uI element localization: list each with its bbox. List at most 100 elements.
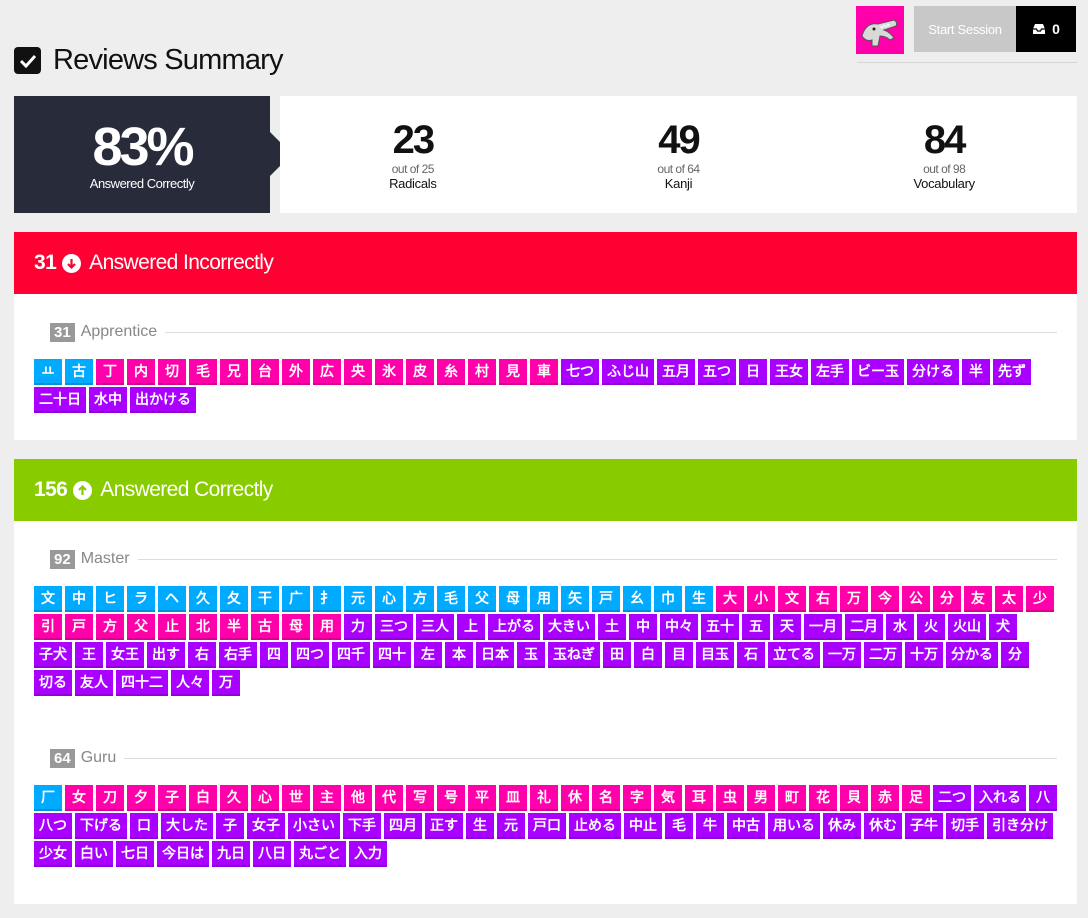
vocabulary-item[interactable]: 上がる — [488, 614, 540, 640]
radical-item[interactable]: 元 — [344, 586, 372, 612]
kanji-item[interactable]: 刀 — [96, 785, 124, 811]
radical-item[interactable]: 父 — [468, 586, 496, 612]
kanji-item[interactable]: 他 — [344, 785, 372, 811]
vocabulary-item[interactable]: 犬 — [989, 614, 1017, 640]
vocabulary-item[interactable]: 万 — [212, 670, 240, 696]
vocabulary-item[interactable]: 土 — [598, 614, 626, 640]
vocabulary-item[interactable]: 先ず — [993, 359, 1031, 385]
start-session-button[interactable]: Start Session — [914, 6, 1016, 52]
kanji-item[interactable]: 外 — [282, 359, 310, 385]
kanji-item[interactable]: 毛 — [189, 359, 217, 385]
vocabulary-item[interactable]: 大きい — [543, 614, 595, 640]
kanji-item[interactable]: 貝 — [840, 785, 868, 811]
vocabulary-item[interactable]: 一月 — [804, 614, 842, 640]
vocabulary-item[interactable]: 白い — [75, 841, 113, 867]
vocabulary-item[interactable]: ビー玉 — [852, 359, 904, 385]
kanji-item[interactable]: 久 — [220, 785, 248, 811]
vocabulary-item[interactable]: 子犬 — [34, 642, 72, 668]
vocabulary-item[interactable]: 中古 — [727, 813, 765, 839]
kanji-item[interactable]: 戸 — [65, 614, 93, 640]
kanji-item[interactable]: 少 — [1026, 586, 1054, 612]
vocabulary-item[interactable]: 天 — [773, 614, 801, 640]
radical-item[interactable]: ラ — [127, 586, 155, 612]
vocabulary-item[interactable]: 玉ねぎ — [548, 642, 600, 668]
vocabulary-item[interactable]: 女王 — [106, 642, 144, 668]
kanji-item[interactable]: 平 — [468, 785, 496, 811]
vocabulary-item[interactable]: 分 — [1001, 642, 1029, 668]
vocabulary-item[interactable]: 八 — [1029, 785, 1057, 811]
radical-item[interactable]: 中 — [65, 586, 93, 612]
vocabulary-item[interactable]: 口 — [130, 813, 158, 839]
vocabulary-item[interactable]: 日 — [739, 359, 767, 385]
vocabulary-item[interactable]: 小さい — [288, 813, 340, 839]
vocabulary-item[interactable]: 二月 — [845, 614, 883, 640]
kanji-item[interactable]: 用 — [313, 614, 341, 640]
vocabulary-item[interactable]: 十万 — [905, 642, 943, 668]
kanji-item[interactable]: 小 — [747, 586, 775, 612]
vocabulary-item[interactable]: 四 — [260, 642, 288, 668]
kanji-item[interactable]: 虫 — [716, 785, 744, 811]
vocabulary-item[interactable]: 出かける — [130, 387, 196, 413]
radical-item[interactable]: 幺 — [623, 586, 651, 612]
kanji-item[interactable]: 大 — [716, 586, 744, 612]
kanji-item[interactable]: 内 — [127, 359, 155, 385]
vocabulary-item[interactable]: 下手 — [343, 813, 381, 839]
vocabulary-item[interactable]: 下げる — [75, 813, 127, 839]
kanji-item[interactable]: 夕 — [127, 785, 155, 811]
kanji-item[interactable]: 文 — [778, 586, 806, 612]
vocabulary-item[interactable]: 子 — [216, 813, 244, 839]
vocabulary-item[interactable]: 四十 — [373, 642, 411, 668]
vocabulary-item[interactable]: 本 — [445, 642, 473, 668]
kanji-item[interactable]: 赤 — [871, 785, 899, 811]
vocabulary-item[interactable]: 二万 — [864, 642, 902, 668]
kanji-item[interactable]: 世 — [282, 785, 310, 811]
vocabulary-item[interactable]: 元 — [497, 813, 525, 839]
kanji-item[interactable]: 男 — [747, 785, 775, 811]
vocabulary-item[interactable]: 中止 — [624, 813, 662, 839]
vocabulary-item[interactable]: 中々 — [660, 614, 698, 640]
radical-item[interactable]: ㅛ — [34, 359, 62, 385]
vocabulary-item[interactable]: 王 — [75, 642, 103, 668]
vocabulary-item[interactable]: 八日 — [253, 841, 291, 867]
kanji-item[interactable]: 切 — [158, 359, 186, 385]
radical-item[interactable]: 干 — [251, 586, 279, 612]
radical-item[interactable]: ヒ — [96, 586, 124, 612]
vocabulary-item[interactable]: 大した — [161, 813, 213, 839]
radical-item[interactable]: 矢 — [561, 586, 589, 612]
vocabulary-item[interactable]: 立てる — [768, 642, 820, 668]
vocabulary-item[interactable]: 右 — [188, 642, 216, 668]
vocabulary-item[interactable]: 五十 — [701, 614, 739, 640]
radical-item[interactable]: 夂 — [220, 586, 248, 612]
vocabulary-item[interactable]: 水 — [886, 614, 914, 640]
vocabulary-item[interactable]: 四つ — [291, 642, 329, 668]
vocabulary-item[interactable]: 中 — [629, 614, 657, 640]
vocabulary-item[interactable]: 分かる — [946, 642, 998, 668]
kanji-item[interactable]: 村 — [468, 359, 496, 385]
kanji-item[interactable]: 号 — [437, 785, 465, 811]
kanji-item[interactable]: 休 — [561, 785, 589, 811]
radical-item[interactable]: 厂 — [34, 785, 62, 811]
kanji-item[interactable]: 父 — [127, 614, 155, 640]
vocabulary-item[interactable]: 目 — [665, 642, 693, 668]
kanji-item[interactable]: 名 — [592, 785, 620, 811]
radical-item[interactable]: 久 — [189, 586, 217, 612]
radical-item[interactable]: 扌 — [313, 586, 341, 612]
vocabulary-item[interactable]: 四月 — [384, 813, 422, 839]
kanji-item[interactable]: 古 — [251, 614, 279, 640]
vocabulary-item[interactable]: 友人 — [75, 670, 113, 696]
kanji-item[interactable]: 丁 — [96, 359, 124, 385]
kanji-item[interactable]: 足 — [902, 785, 930, 811]
vocabulary-item[interactable]: 今日は — [157, 841, 209, 867]
vocabulary-item[interactable]: 毛 — [665, 813, 693, 839]
vocabulary-item[interactable]: 休み — [823, 813, 861, 839]
kanji-item[interactable]: 止 — [158, 614, 186, 640]
kanji-item[interactable]: 広 — [313, 359, 341, 385]
kanji-item[interactable]: 北 — [189, 614, 217, 640]
vocabulary-item[interactable]: 切る — [34, 670, 72, 696]
radical-item[interactable]: 戸 — [592, 586, 620, 612]
kanji-item[interactable]: 糸 — [437, 359, 465, 385]
vocabulary-item[interactable]: 休む — [864, 813, 902, 839]
vocabulary-item[interactable]: 戸口 — [528, 813, 566, 839]
kanji-item[interactable]: 引 — [34, 614, 62, 640]
vocabulary-item[interactable]: 丸ごと — [294, 841, 346, 867]
